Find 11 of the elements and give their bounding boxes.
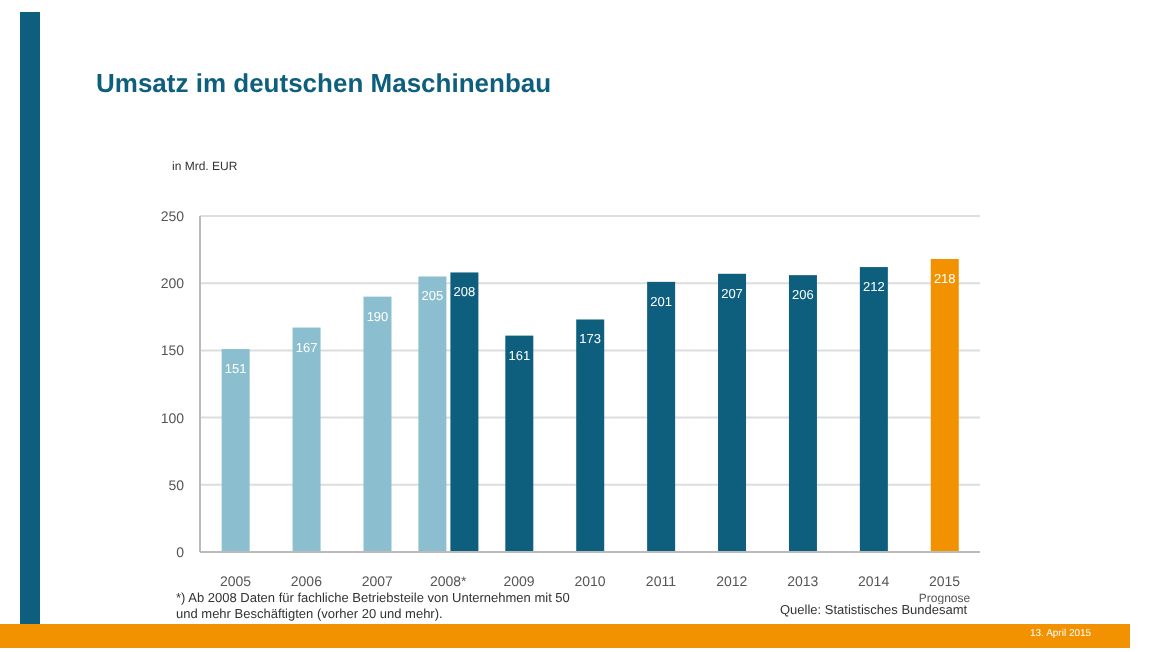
bar (505, 335, 534, 552)
bar (788, 275, 817, 552)
bar (859, 267, 888, 552)
bar (292, 327, 321, 552)
bar (718, 273, 747, 552)
bar (576, 319, 605, 552)
bar (221, 349, 250, 552)
bar (930, 259, 959, 552)
chart-title: Umsatz im deutschen Maschinenbau (96, 68, 552, 98)
bar (647, 281, 676, 552)
bar (363, 296, 392, 552)
